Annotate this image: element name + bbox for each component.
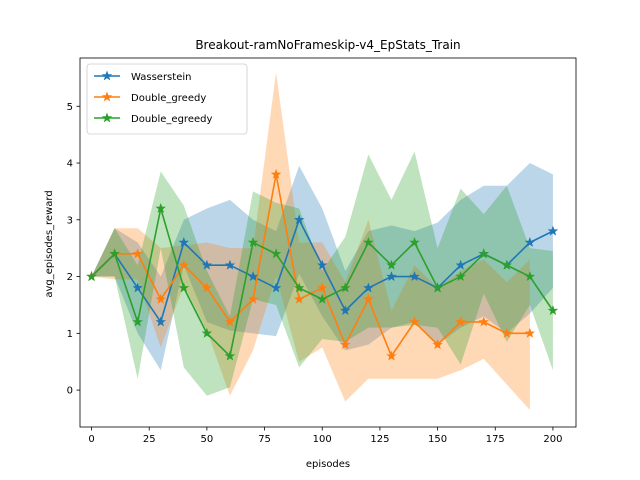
x-tick-label: 150 [428,434,447,445]
double-greedy-point [340,339,351,350]
double-greedy-point [293,293,305,304]
double-greedy-point [132,248,143,259]
legend-marker-double-egreedy [101,112,113,123]
wasserstein-point [270,282,282,293]
x-tick-label: 0 [88,434,94,445]
double-greedy-point [224,316,236,327]
x-tick-label: 75 [258,434,271,445]
double-egreedy-point [363,237,374,247]
double-greedy-point [386,350,397,361]
double-egreedy-point [247,237,259,247]
double-egreedy-point [109,248,120,259]
wasserstein-point [132,282,143,293]
legend-marker-wasserstein [101,70,113,81]
legend: Wasserstein Double_greedy Double_egreedy [86,63,248,135]
double-egreedy-point [317,293,328,304]
double-greedy-point [478,316,489,327]
double-egreedy-point [293,282,305,293]
double-greedy-point [432,339,443,350]
double-egreedy-point [432,282,443,293]
y-axis-label: avg_episodes_reward [44,190,55,297]
y-tick-label: 4 [67,159,73,170]
double-egreedy-point [524,271,536,281]
double-greedy-point [455,316,466,327]
x-axis-label: episodes [306,459,350,470]
wasserstein-point [547,225,559,236]
double-egreedy-point [386,259,397,270]
x-tick-label: 125 [370,434,389,445]
legend-label-double-egreedy: Double_egreedy [131,114,212,125]
wasserstein-point [247,271,259,281]
y-axis-ticks: 0 1 2 3 4 5 [67,102,80,397]
wasserstein-point [386,271,397,281]
double-egreedy-point [132,316,143,327]
series-markers [86,168,559,361]
double-egreedy-point [86,271,97,281]
legend-box [86,63,248,135]
y-tick-label: 5 [67,102,73,113]
wasserstein-point [409,271,420,281]
double-egreedy-point [224,350,236,361]
wasserstein-point [201,259,213,270]
y-tick-label: 0 [67,386,73,397]
double-egreedy-point [501,259,513,270]
x-tick-label: 175 [486,434,505,445]
double-greedy-band [91,72,530,410]
double-egreedy-point [340,282,351,293]
wasserstein-point [224,259,236,270]
x-tick-label: 50 [201,434,214,445]
chart-title: Breakout-ramNoFrameskip-v4_EpStats_Train [195,38,460,52]
x-tick-label: 25 [143,434,156,445]
wasserstein-point [155,316,166,327]
legend-label-wasserstein: Wasserstein [131,72,191,83]
double-greedy-point [270,168,282,179]
legend-marker-double-greedy [101,91,113,102]
double-egreedy-point [178,282,190,293]
double-greedy-point [201,282,213,293]
double-greedy-point [317,282,328,293]
double-greedy-point [501,327,513,338]
double-egreedy-point [201,327,213,338]
double-greedy-point [409,316,420,327]
double-egreedy-point [547,305,559,316]
double-greedy-point [178,259,190,270]
double-greedy-point [524,327,536,338]
double-greedy-point [247,293,259,304]
double-egreedy-point [409,237,420,247]
wasserstein-point [455,259,466,270]
x-tick-label: 100 [313,434,332,445]
double-greedy-point [155,293,166,304]
wasserstein-point [363,282,374,293]
legend-label-double-greedy: Double_greedy [131,93,206,104]
y-tick-label: 3 [67,215,73,226]
wasserstein-point [317,259,328,270]
plot-frame [79,57,577,428]
y-tick-label: 1 [67,329,73,340]
double-egreedy-point [155,202,166,213]
double-egreedy-point [478,248,489,259]
wasserstein-point [178,237,190,247]
wasserstein-point [293,214,305,225]
double-egreedy-point [270,248,282,259]
wasserstein-point [524,237,536,247]
wasserstein-point [340,305,351,316]
double-egreedy-point [455,271,466,281]
y-tick-label: 2 [67,272,73,283]
x-axis-ticks: 0 25 50 75 100 125 150 175 200 [88,427,562,445]
x-tick-label: 200 [543,434,562,445]
double-greedy-point [363,293,374,304]
